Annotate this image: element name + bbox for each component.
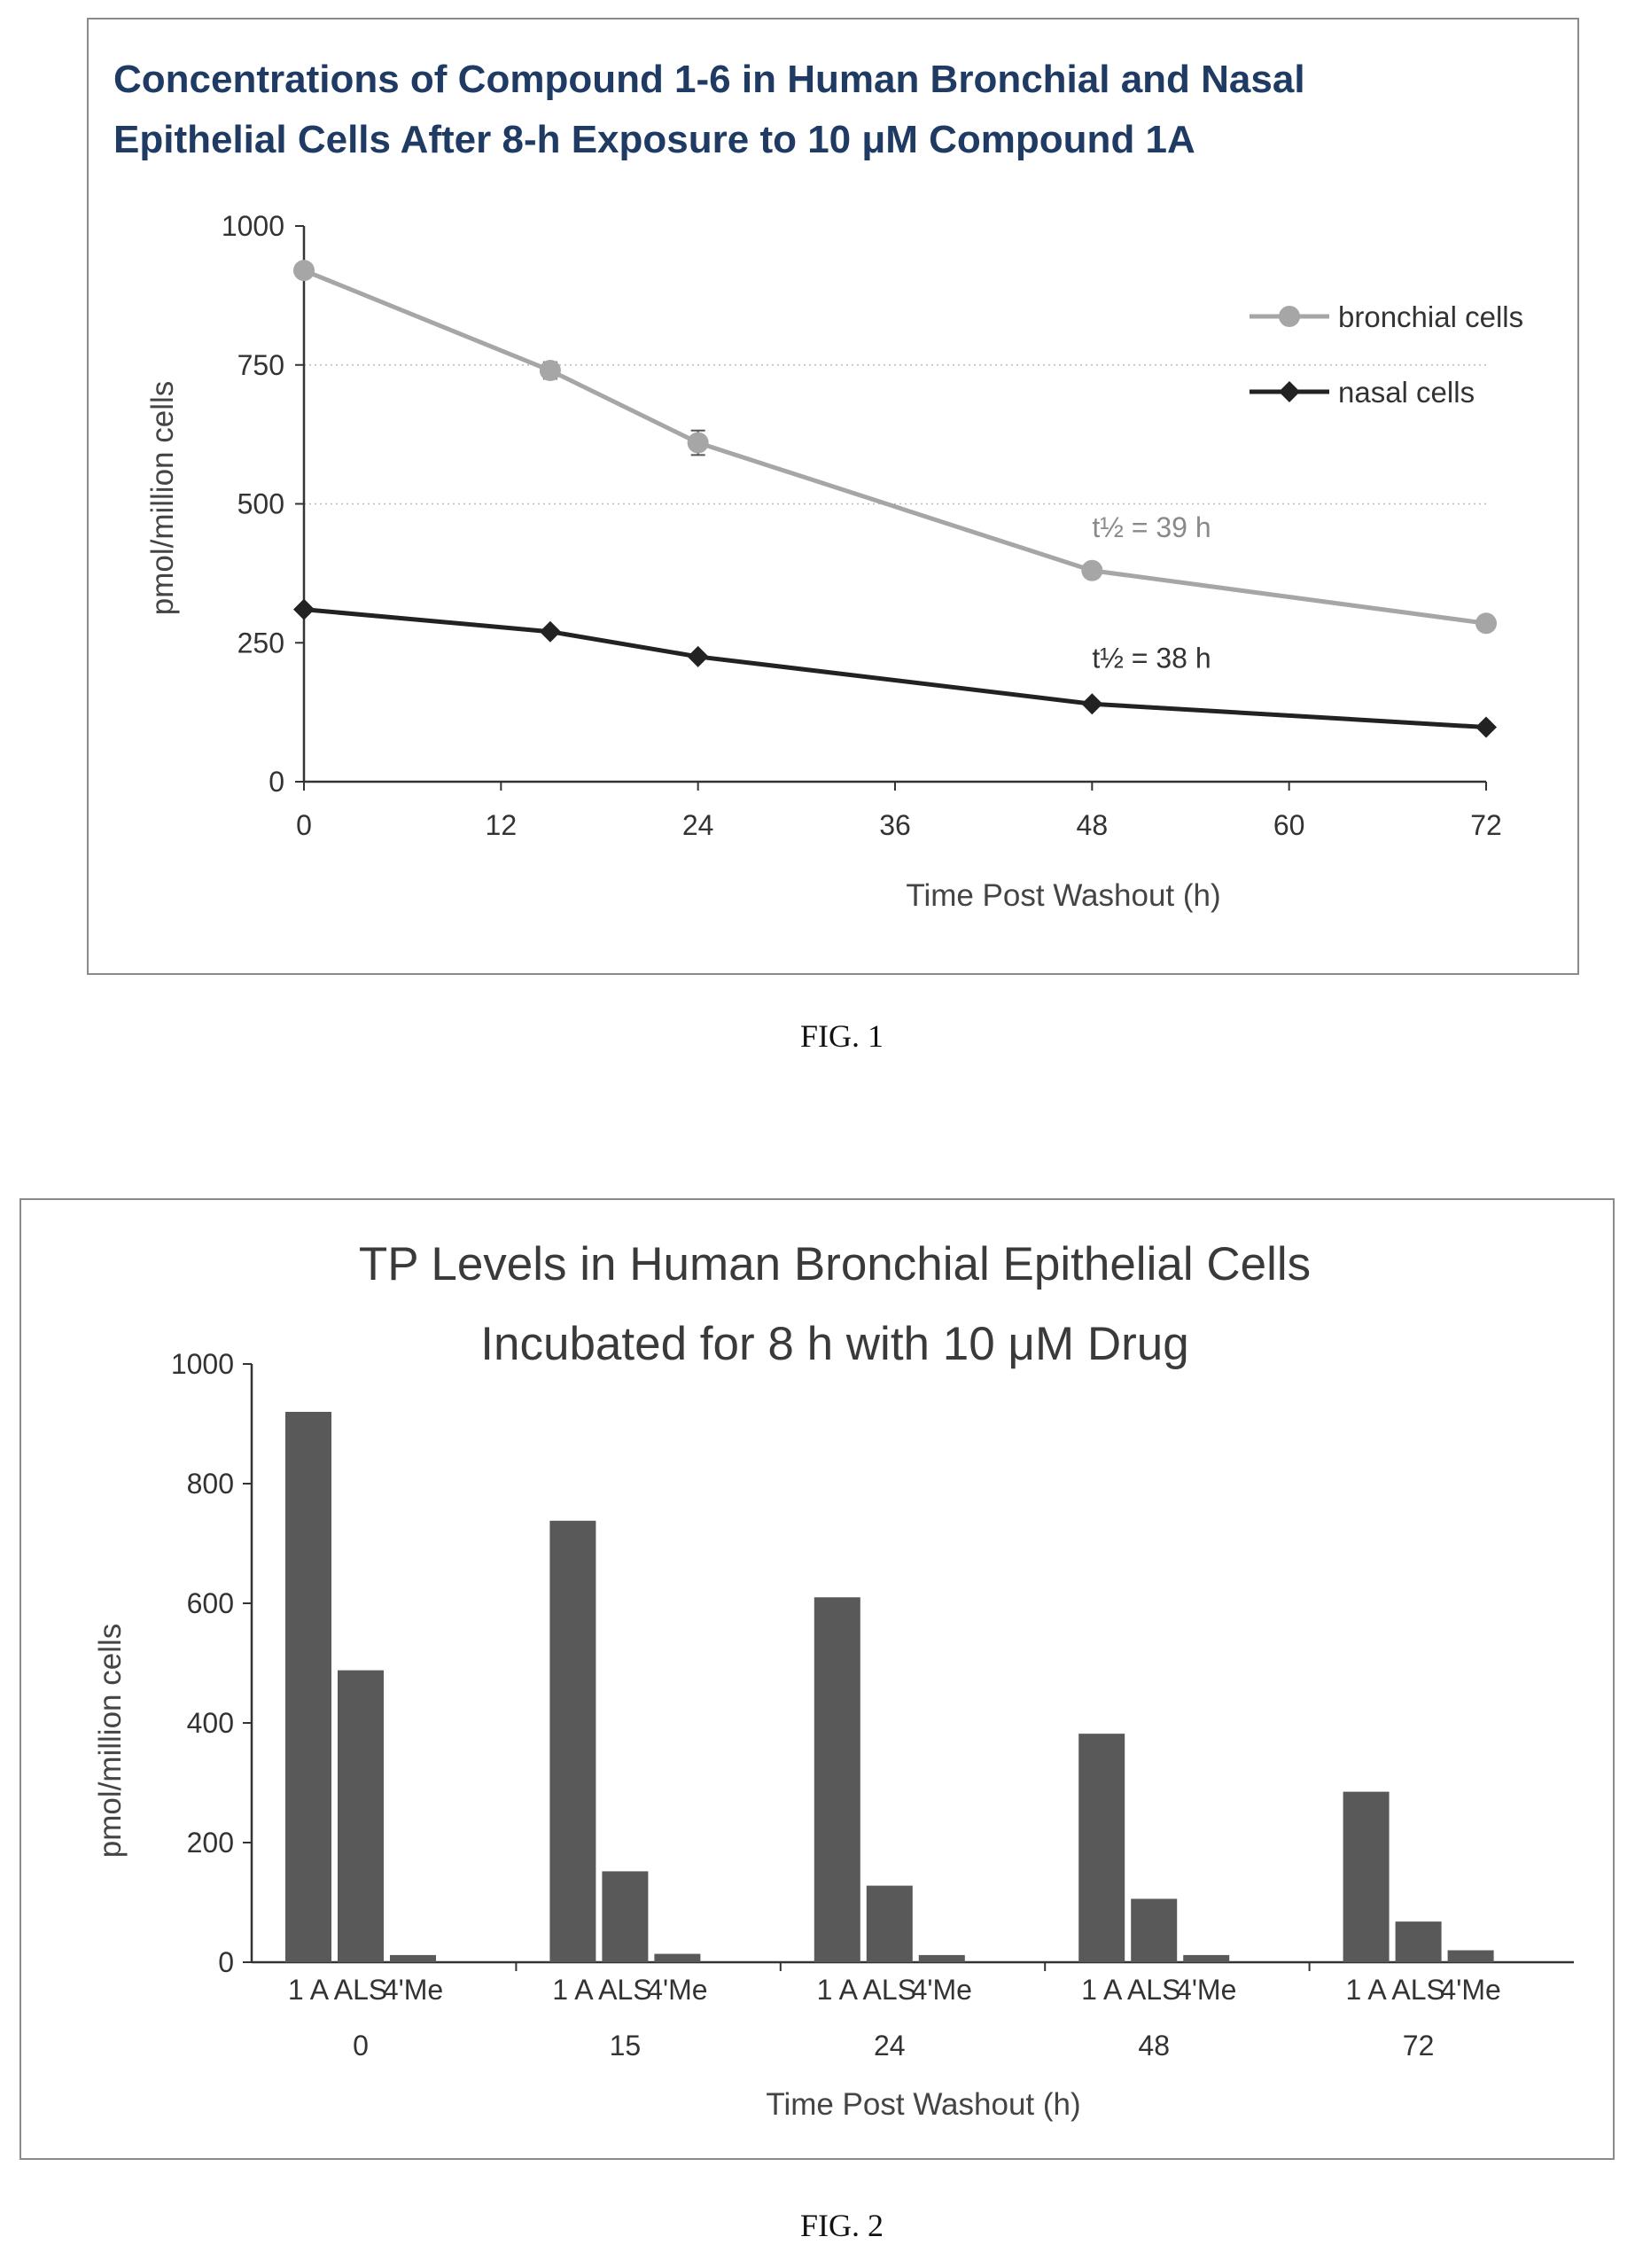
bar-sub-label: ALS [1391, 1974, 1444, 2006]
y-tick-label: 1000 [222, 210, 284, 242]
bar-als-t15 [602, 1871, 649, 1962]
y-tick-label: 0 [218, 1946, 234, 1978]
y-tick-label: 250 [237, 627, 284, 659]
bar-1a-t0 [285, 1412, 331, 1962]
y-tick-label: 750 [237, 349, 284, 381]
bar-1a-t15 [549, 1520, 596, 1962]
y-tick-label: 800 [187, 1468, 234, 1500]
legend-marker [1279, 381, 1300, 402]
data-point [539, 620, 561, 643]
chart-1-annotations: t½ = 39 h t½ = 38 h [1092, 511, 1211, 674]
data-point [293, 260, 315, 282]
figure-1-caption: FIG. 1 [799, 1018, 884, 1054]
bar-sub-label: ALS [598, 1974, 651, 2006]
chart-1-axes [295, 225, 1487, 791]
bar-4me-t15 [654, 1953, 701, 1962]
bar-1a-t24 [814, 1597, 860, 1962]
data-point [539, 360, 561, 382]
x-tick-label: 60 [1273, 809, 1305, 841]
bar-4me-t24 [918, 1954, 965, 1962]
chart-1-x-axis-label: Time Post Washout (h) [906, 878, 1220, 913]
bar-4me-t48 [1183, 1954, 1230, 1962]
data-point [1081, 693, 1103, 715]
bar-sub-label: 1 A [552, 1974, 594, 2006]
chart-2-x-axis-label: Time Post Washout (h) [766, 2087, 1080, 2122]
bar-sub-label: 4'Me [647, 1974, 707, 2006]
y-tick-label: 0 [269, 766, 284, 798]
data-point [687, 645, 709, 667]
bar-sub-label: ALS [1127, 1974, 1180, 2006]
chart-1-legend: bronchial cells nasal cells [1250, 300, 1523, 409]
x-tick-label: 72 [1470, 809, 1502, 841]
chart-1-tick-labels: 0 250 500 750 1000 0 12 24 36 48 60 72 [222, 210, 1502, 841]
y-tick-label: 1000 [171, 1348, 234, 1380]
bar-sub-label: 1 A [817, 1974, 859, 2006]
x-tick-label: 24 [682, 809, 714, 841]
bar-sub-label: 4'Me [1176, 1974, 1236, 2006]
y-tick-label: 600 [187, 1587, 234, 1619]
figure-2-caption: FIG. 2 [799, 2208, 884, 2243]
chart-1-title-line-2: Epithelial Cells After 8-h Exposure to 1… [113, 118, 1195, 161]
chart-1-series [293, 260, 1497, 738]
category-label: 24 [874, 2030, 906, 2061]
chart-2-title-line-2: Incubated for 8 h with 10 μM Drug [480, 1318, 1188, 1370]
chart-1-gridlines [304, 364, 1486, 505]
series-line-2 [303, 607, 1487, 730]
legend-marker [1279, 306, 1300, 327]
chart-2-bars [285, 1412, 1494, 1962]
y-tick-label: 200 [187, 1827, 234, 1859]
series-line-1 [303, 268, 1487, 626]
line-chart: Concentrations of Compound 1-6 in Human … [113, 58, 1523, 913]
bar-als-t24 [866, 1885, 913, 1962]
bar-sub-label: ALS [863, 1974, 916, 2006]
bar-als-t0 [338, 1670, 384, 1962]
data-point [1475, 716, 1497, 738]
bar-sub-label: 1 A [1345, 1974, 1387, 2006]
bar-sub-label: 4'Me [383, 1974, 443, 2006]
chart-2-tick-labels: 0 200 400 600 800 1000 [171, 1348, 234, 1978]
bar-4me-t72 [1447, 1950, 1494, 1962]
x-tick-label: 48 [1077, 809, 1109, 841]
x-tick-label: 36 [879, 809, 911, 841]
bar-sub-label: 1 A [288, 1974, 330, 2006]
figure-1-panel: Concentrations of Compound 1-6 in Human … [87, 18, 1579, 975]
category-label: 0 [353, 2030, 369, 2061]
data-point [293, 598, 315, 620]
bar-4me-t0 [390, 1954, 436, 1962]
bar-sub-label: 4'Me [912, 1974, 972, 2006]
figure-2-panel: TP Levels in Human Bronchial Epithelial … [19, 1198, 1615, 2160]
bar-sub-label: ALS [334, 1974, 387, 2006]
data-point [1081, 559, 1103, 581]
data-point [1475, 612, 1497, 635]
category-label: 48 [1138, 2030, 1170, 2061]
x-tick-label: 12 [486, 809, 518, 841]
data-point [687, 432, 709, 454]
x-tick-label: 0 [296, 809, 312, 841]
bar-sub-label: 4'Me [1440, 1974, 1500, 2006]
chart-1-title-line-1: Concentrations of Compound 1-6 in Human … [113, 58, 1305, 101]
chart-2-y-axis-label: pmol/million cells [93, 1624, 128, 1859]
category-label: 72 [1403, 2030, 1435, 2061]
bar-1a-t48 [1078, 1734, 1125, 1962]
legend-label: bronchial cells [1338, 300, 1523, 333]
legend-label: nasal cells [1338, 376, 1475, 409]
half-life-annotation: t½ = 39 h [1092, 511, 1211, 543]
y-tick-label: 500 [237, 488, 284, 520]
chart-1-y-axis-label: pmol/million cells [145, 381, 180, 616]
chart-2-title-line-1: TP Levels in Human Bronchial Epithelial … [359, 1238, 1311, 1290]
category-label: 15 [610, 2030, 642, 2061]
bar-chart: TP Levels in Human Bronchial Epithelial … [93, 1238, 1574, 2122]
bar-als-t48 [1131, 1898, 1178, 1962]
half-life-annotation: t½ = 38 h [1092, 642, 1211, 674]
bar-sub-label: 1 A [1081, 1974, 1123, 2006]
y-tick-label: 400 [187, 1707, 234, 1739]
bar-als-t72 [1395, 1921, 1442, 1962]
bar-1a-t72 [1343, 1791, 1390, 1962]
